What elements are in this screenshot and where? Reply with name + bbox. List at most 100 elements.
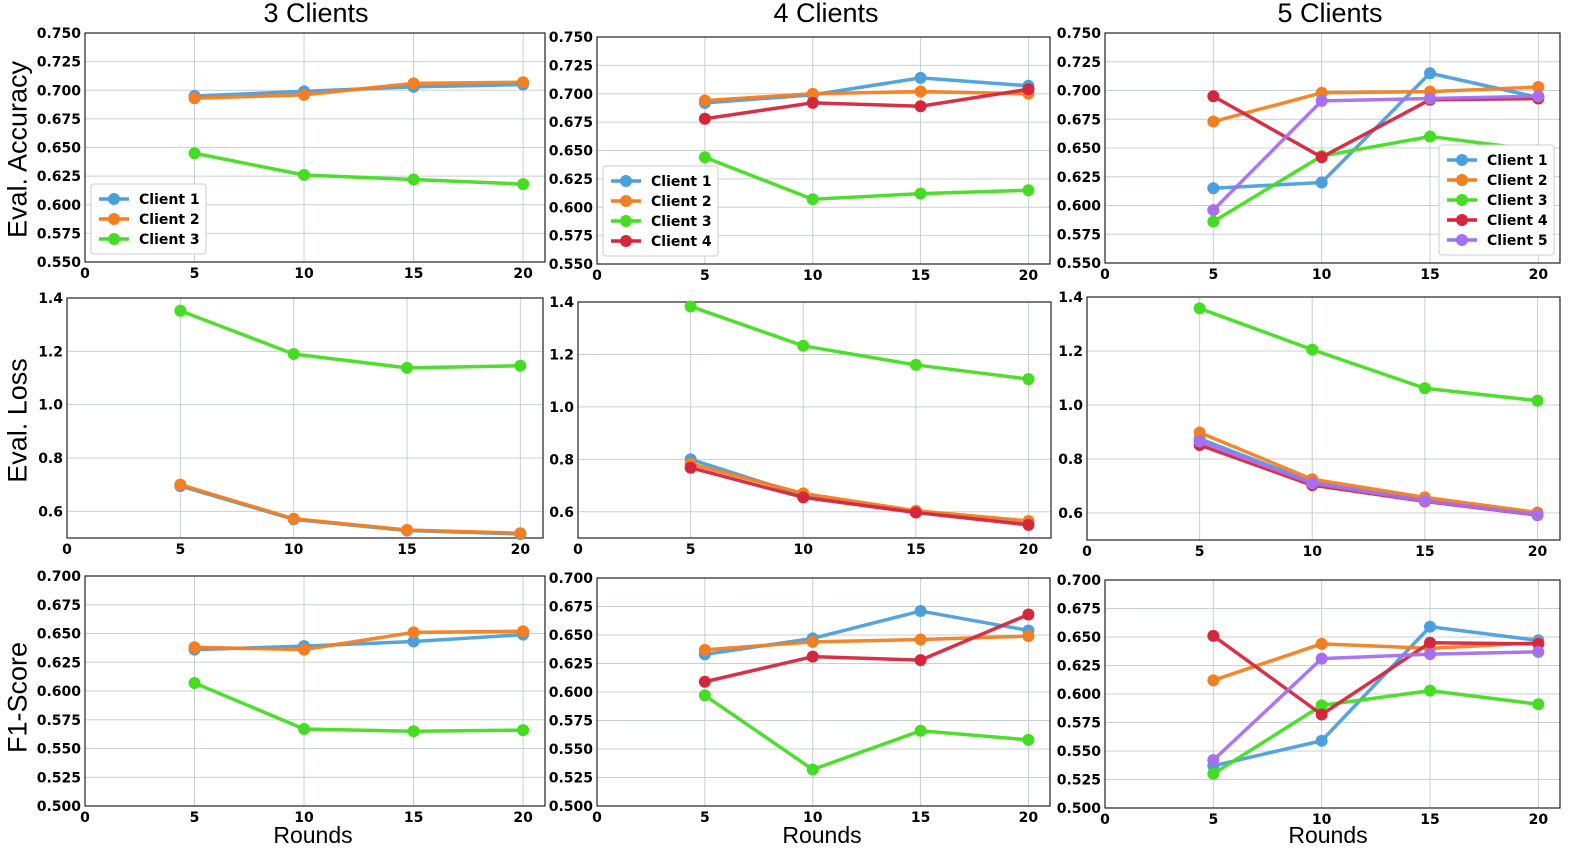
y-tick-label: 0.550 [37,742,82,758]
data-point-client-3 [1418,382,1431,395]
data-point-client-3 [407,173,420,186]
data-point-client-5 [1306,477,1319,490]
y-tick-label: 0.600 [1057,199,1102,215]
plot-frame [84,575,546,807]
x-tick-label: 10 [294,810,314,826]
x-tick-label: 0 [592,268,602,284]
panel-r2-c1: 0 5 10 15 20 0.500 0.525 0.550 0.575 0.600 0.625 0.… [549,571,1051,826]
plot-frame [577,301,1052,539]
y-tick-label: 0.575 [549,714,593,730]
data-point-client-3 [909,358,922,371]
data-point-client-2 [698,643,711,656]
data-point-client-4 [806,96,819,109]
x-tick-label: 10 [803,268,823,284]
y-tick-label: 0.625 [549,657,593,673]
data-point-client-2 [517,76,530,89]
x-tick-label: 5 [190,810,200,826]
data-point-client-3 [517,724,530,737]
data-point-client-3 [914,187,927,200]
series-line-client-3 [193,681,524,733]
legend-swatch-marker [1456,214,1468,226]
x-tick-label: 5 [190,266,200,282]
y-tick-label: 1.0 [1058,398,1083,414]
series-line-client-3 [1212,134,1539,224]
data-point-client-2 [287,512,300,525]
y-tick-label: 0.625 [37,655,81,671]
y-tick-label: 0.575 [1057,716,1101,732]
legend-label-client-3: Client 3 [139,232,200,248]
data-point-client-4 [1207,90,1220,103]
series-line-client-2 [1212,640,1539,682]
data-point-client-2 [1207,674,1220,687]
legend-swatch-marker [1456,154,1468,166]
x-tick-label: 0 [1100,267,1110,283]
y-tick-label: 0.6 [38,504,63,520]
y-tick-label: 0.675 [549,600,593,616]
data-point-client-4 [1022,83,1035,96]
y-tick-label: 1.2 [1058,344,1083,360]
data-point-client-3 [1531,394,1544,407]
data-point-client-3 [698,151,711,164]
data-point-client-4 [914,100,927,113]
data-point-client-3 [1207,767,1220,780]
x-tick-label: 0 [1100,812,1110,828]
y-tick-label: 0.625 [37,169,81,185]
legend-box [602,165,719,257]
plot-frame [1104,579,1561,809]
series-line-client-2 [704,634,1029,652]
y-tick-label: 1.4 [549,295,574,311]
x-tick-label: 15 [911,268,930,284]
legend-label-client-1: Client 1 [1487,153,1548,169]
y-tick-label: 0.575 [37,713,81,729]
legend-swatch-marker [108,193,120,205]
x-tick-label: 10 [284,542,304,558]
y-tick-label: 0.600 [37,684,82,700]
legend-swatch-marker [108,233,120,245]
x-tick-label: 15 [404,810,423,826]
series-line-client-3 [179,309,521,370]
x-tick-label: 20 [513,266,533,282]
y-tick-label: 0.600 [549,685,594,701]
data-point-client-2 [407,77,420,90]
data-point-client-2 [188,641,201,654]
x-tick-label: 0 [573,542,583,558]
y-tick-label: 0.6 [1058,506,1083,522]
x-tick-label: 10 [1312,267,1332,283]
y-tick-label: 0.625 [1057,659,1101,675]
x-tick-label: 15 [1415,544,1434,560]
series-line-client-1 [1198,437,1538,517]
y-tick-label: 0.525 [37,770,81,786]
y-tick-label: 0.8 [38,451,63,467]
data-point-client-4 [684,461,697,474]
legend-label-client-5: Client 5 [1487,233,1548,249]
y-tick-label: 0.550 [549,742,594,758]
x-tick-label: 0 [80,810,90,826]
series-line-client-5 [1212,650,1539,762]
x-tick-label: 0 [592,810,602,826]
y-tick-label: 0.725 [37,55,81,71]
y-tick-label: 0.550 [1057,256,1102,272]
data-point-client-2 [407,626,420,639]
y-tick-label: 0.600 [37,198,82,214]
data-point-client-2 [514,527,527,540]
data-point-client-4 [698,675,711,688]
x-tick-label: 10 [803,810,823,826]
series-line-client-1 [1212,624,1539,768]
legend-box [90,183,207,255]
y-tick-label: 0.650 [37,141,82,157]
data-point-client-4 [914,654,927,667]
x-tick-label: 20 [1019,810,1039,826]
y-tick-label: 0.700 [549,87,594,103]
legend-swatch-marker [1456,194,1468,206]
series-line-client-1 [690,457,1029,525]
x-tick-label: 5 [700,268,710,284]
data-point-client-4 [1207,629,1220,642]
column-title-3-clients: 3 Clients [263,0,369,28]
data-point-client-4 [1315,151,1328,164]
x-axis-label-col-3: Rounds [1288,822,1368,848]
x-tick-label: 20 [1528,544,1548,560]
data-point-client-4 [698,112,711,125]
x-tick-label: 5 [1208,267,1218,283]
y-tick-label: 0.600 [1057,687,1102,703]
legend: Client 1 Client 2 Client 3 [90,183,207,255]
